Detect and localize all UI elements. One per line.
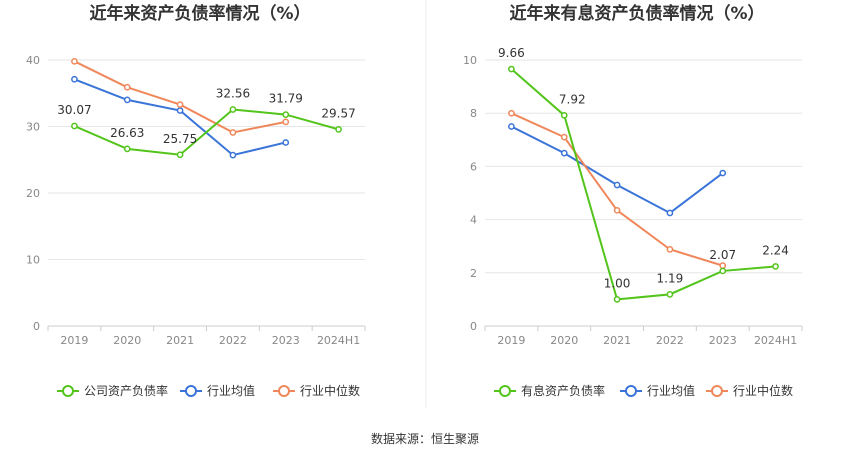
data-point xyxy=(335,126,342,133)
data-point xyxy=(71,57,78,65)
legend-item[interactable]: 行业均值 xyxy=(180,383,255,398)
x-tick-label: 2020 xyxy=(550,334,578,347)
data-point xyxy=(613,206,621,214)
y-tick-label: 2 xyxy=(470,267,477,280)
y-tick-label: 4 xyxy=(470,214,477,227)
data-point xyxy=(666,209,674,217)
legend-label: 行业中位数 xyxy=(733,383,793,398)
legend-item[interactable]: 行业均值 xyxy=(620,383,695,398)
x-tick-label: 2023 xyxy=(709,334,737,347)
data-point xyxy=(229,151,237,159)
y-tick-label: 8 xyxy=(470,107,477,120)
debt-ratio-chart: 近年来资产负债率情况（%） 0 10 20 30 40 2019 2020 2021 2022 20… xyxy=(26,3,366,398)
data-point xyxy=(229,129,237,136)
x-tick-label: 2020 xyxy=(113,334,141,347)
data-point xyxy=(666,290,674,298)
legend-label: 有息资产负债率 xyxy=(521,383,605,398)
legend-marker-icon xyxy=(499,385,511,397)
data-point xyxy=(560,111,568,119)
legend-marker-icon xyxy=(711,385,723,397)
x-tick-label: 2022 xyxy=(219,334,247,347)
data-label: 31.79 xyxy=(269,92,303,106)
data-point xyxy=(229,106,237,113)
y-tick-label: 10 xyxy=(463,54,477,67)
data-point xyxy=(71,75,78,83)
data-label: 32.56 xyxy=(216,86,250,100)
data-label: 9.66 xyxy=(498,46,525,60)
legend-label: 行业均值 xyxy=(647,383,695,398)
data-point xyxy=(282,139,290,146)
data-point xyxy=(613,296,621,303)
data-point xyxy=(560,133,568,141)
y-tick-label: 6 xyxy=(470,160,477,173)
data-label: 1.00 xyxy=(604,276,631,290)
data-point xyxy=(719,262,727,269)
x-tick-label: 2024H1 xyxy=(317,334,360,347)
data-label: 7.92 xyxy=(559,92,586,106)
data-point xyxy=(560,149,568,157)
legend-item[interactable]: 行业中位数 xyxy=(706,383,793,398)
data-label: 2.24 xyxy=(762,243,789,257)
x-tick-label: 2022 xyxy=(656,334,684,347)
data-point xyxy=(71,122,78,130)
series-line xyxy=(73,60,286,134)
chart-title: 近年来资产负债率情况（%） xyxy=(89,3,310,24)
y-tick-label: 30 xyxy=(26,121,40,134)
x-tick-label: 2019 xyxy=(497,334,525,347)
data-source: 数据来源：恒生聚源 xyxy=(371,431,479,446)
y-tick-label: 0 xyxy=(33,320,40,333)
x-tick-label: 2021 xyxy=(603,334,631,347)
series-line xyxy=(510,68,776,301)
data-point xyxy=(508,109,515,117)
legend-label: 行业中位数 xyxy=(300,383,360,398)
data-point xyxy=(123,145,131,153)
data-label: 2.07 xyxy=(709,248,736,262)
data-point xyxy=(176,101,184,108)
data-point xyxy=(613,181,621,189)
legend-marker-icon xyxy=(278,385,290,397)
x-tick-label: 2019 xyxy=(60,334,88,347)
data-point xyxy=(772,263,779,270)
data-point xyxy=(123,96,131,104)
x-tick-label: 2021 xyxy=(166,334,194,347)
data-point xyxy=(123,83,131,91)
legend-label: 行业均值 xyxy=(207,383,255,398)
legend-marker-icon xyxy=(62,385,74,397)
interest-debt-ratio-chart: 近年来有息资产负债率情况（%） 0 2 4 6 8 10 2019 2020 2021 2022 20… xyxy=(463,3,803,398)
x-tick-label: 2023 xyxy=(272,334,300,347)
data-label: 1.19 xyxy=(657,271,684,285)
legend-item[interactable]: 公司资产负债率 xyxy=(57,383,168,398)
data-label: 30.07 xyxy=(57,103,91,117)
data-point xyxy=(282,111,290,118)
y-tick-label: 20 xyxy=(26,187,40,200)
chart-title: 近年来有息资产负债率情况（%） xyxy=(509,3,764,24)
series-line xyxy=(74,108,339,156)
legend-item[interactable]: 行业中位数 xyxy=(273,383,360,398)
data-point xyxy=(719,267,727,275)
y-tick-label: 0 xyxy=(470,320,477,333)
series-line xyxy=(510,125,724,215)
data-label: 29.57 xyxy=(321,106,355,120)
data-point xyxy=(176,107,184,114)
data-point xyxy=(719,169,727,177)
data-point xyxy=(666,246,674,253)
legend-marker-icon xyxy=(185,385,197,397)
data-point xyxy=(508,65,515,73)
data-label: 26.63 xyxy=(110,126,144,140)
legend-item[interactable]: 有息资产负债率 xyxy=(494,383,605,398)
x-tick-label: 2024H1 xyxy=(754,334,797,347)
data-point xyxy=(282,118,290,126)
legend-marker-icon xyxy=(625,385,637,397)
series-line xyxy=(511,112,724,267)
data-point xyxy=(176,151,184,159)
legend-label: 公司资产负债率 xyxy=(84,383,168,398)
data-point xyxy=(508,123,515,130)
y-tick-label: 40 xyxy=(26,54,40,67)
data-label: 25.75 xyxy=(163,132,197,146)
y-tick-label: 10 xyxy=(26,254,40,267)
